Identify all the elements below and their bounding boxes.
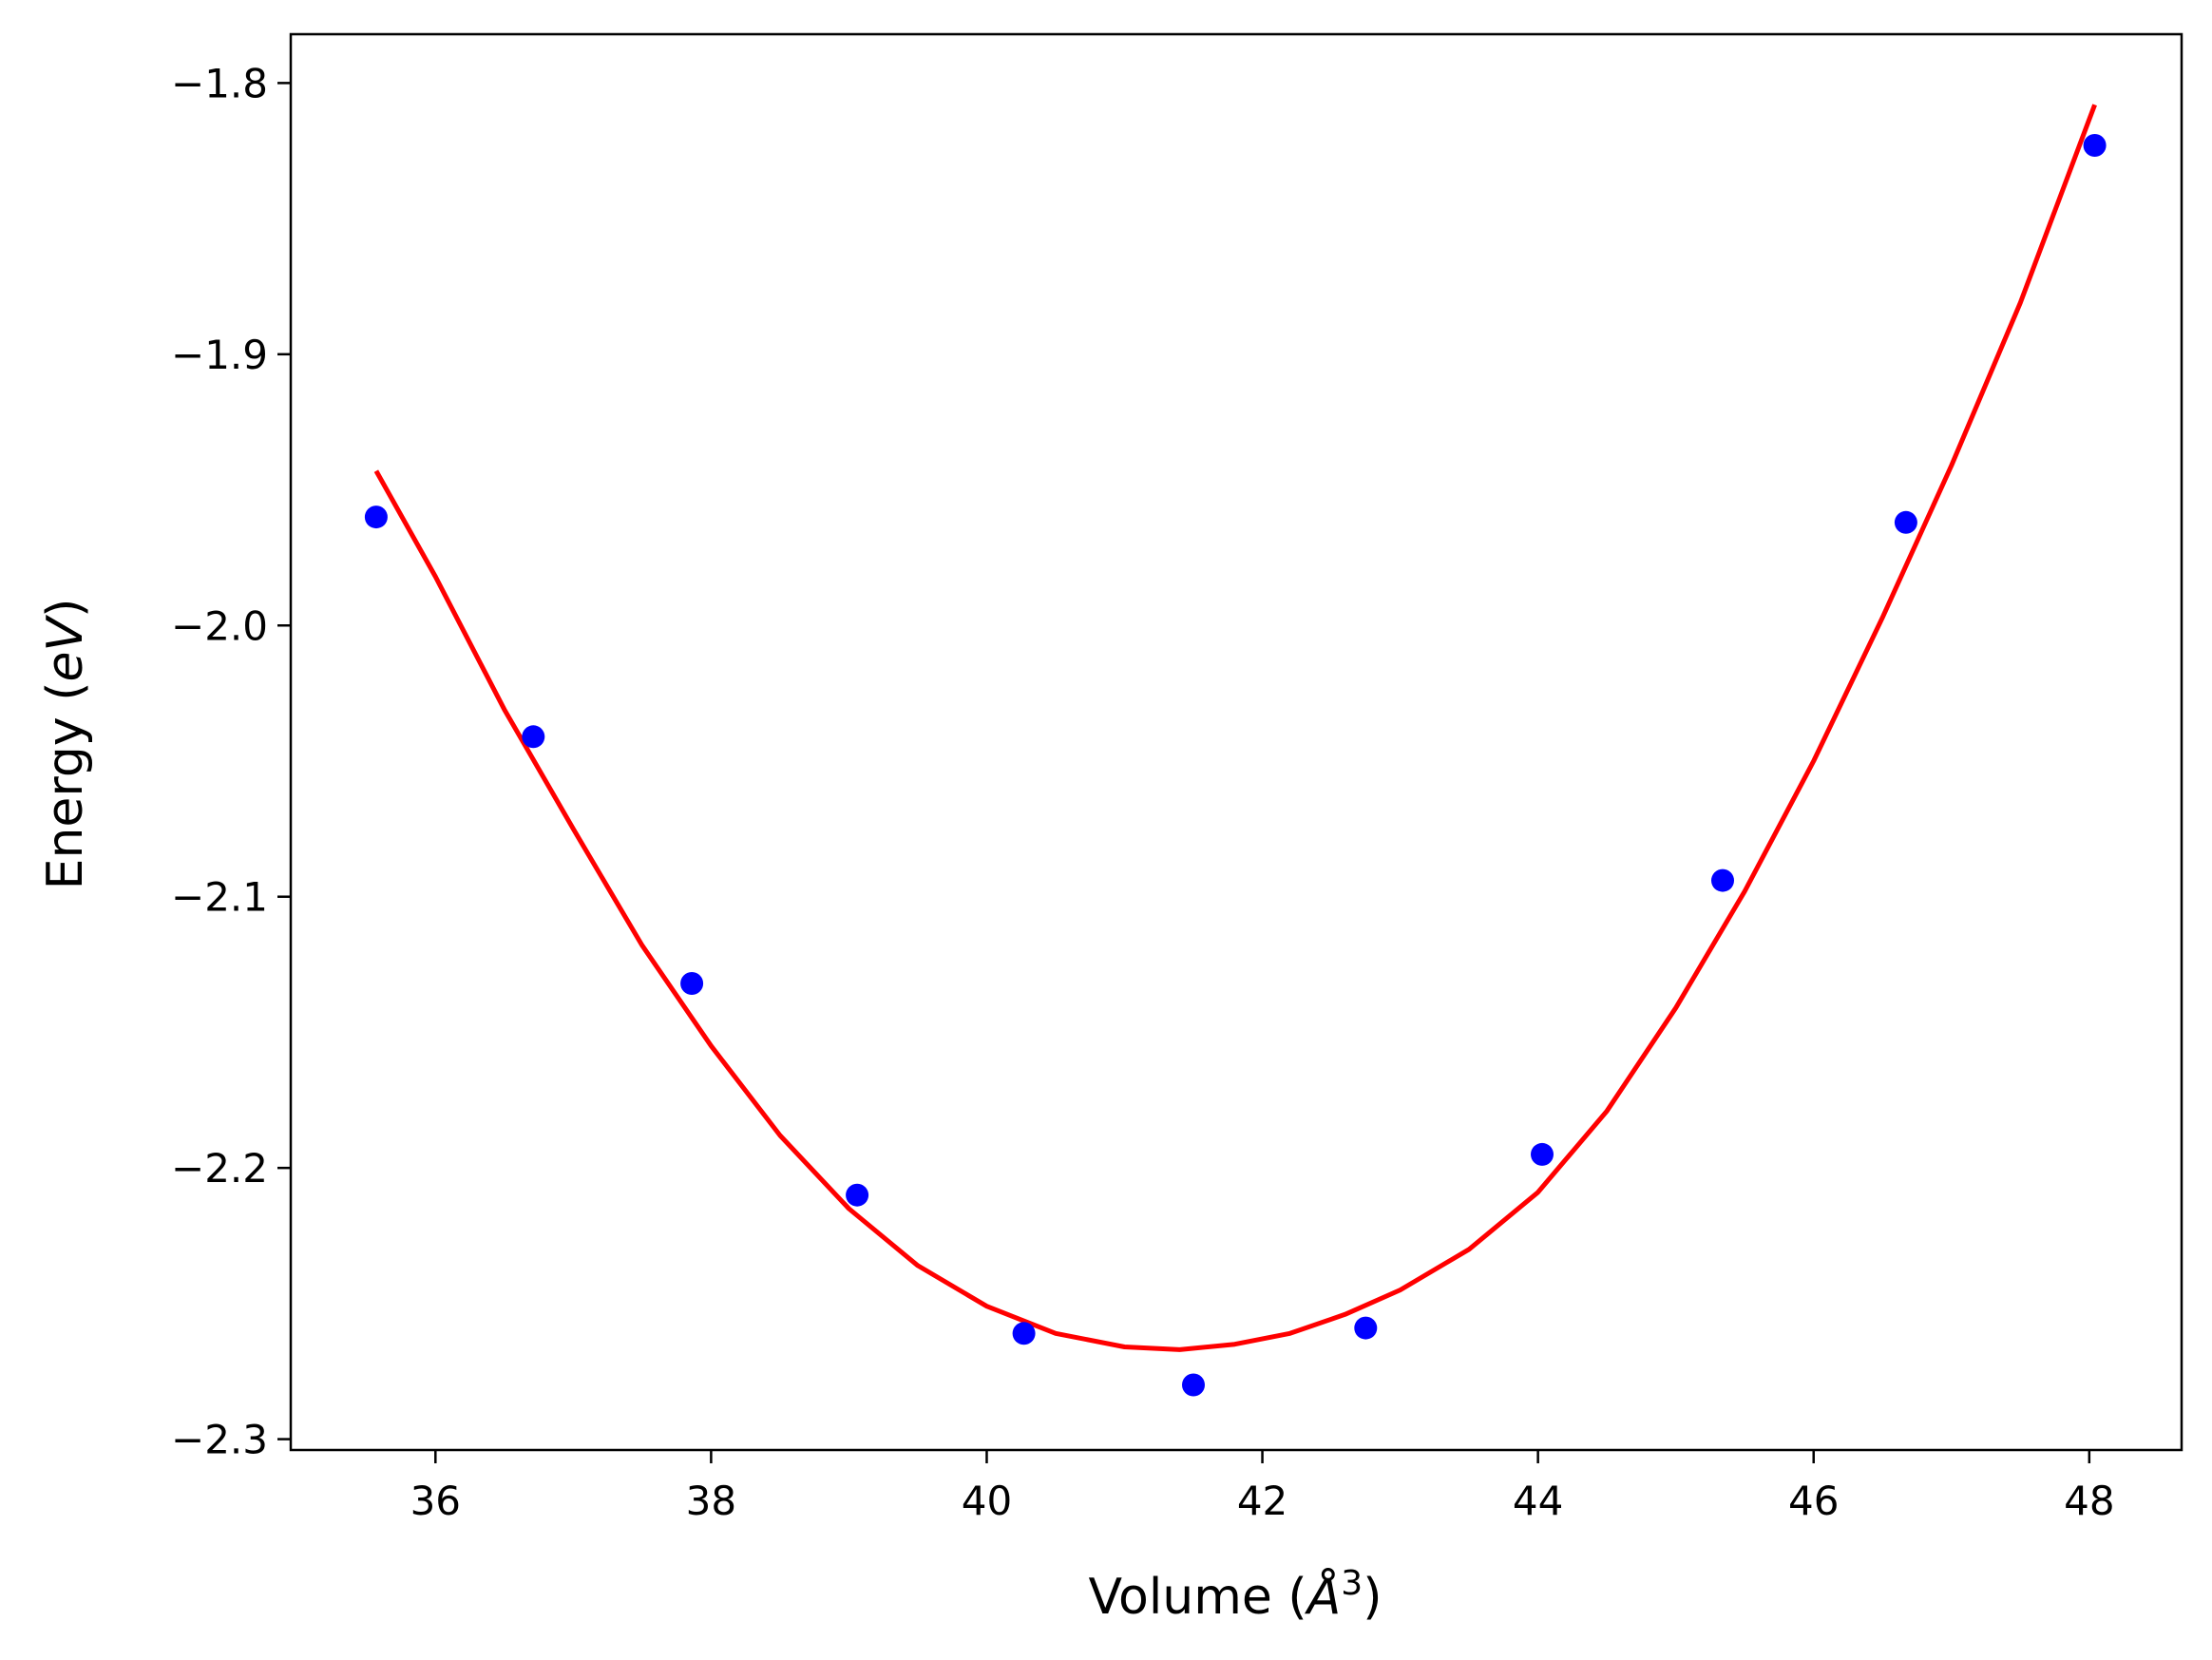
data-point (680, 972, 704, 995)
x-axis-label-prefix: Volume ( (1089, 1569, 1307, 1626)
x-axis-ticks: 36 38 40 42 44 46 48 (410, 1450, 2115, 1524)
y-axis-label-suffix: ) (37, 599, 94, 618)
data-point (2083, 134, 2107, 157)
x-tick-label: 38 (686, 1478, 736, 1524)
data-point (1711, 868, 1734, 892)
x-tick-label: 40 (962, 1478, 1012, 1524)
fit-curve-line (373, 104, 2097, 1352)
y-tick-label: −2.0 (171, 602, 268, 649)
y-tick-label: −2.2 (171, 1145, 268, 1192)
x-tick-label: 48 (2064, 1478, 2114, 1524)
x-axis-label-symbol: Å (1305, 1567, 1342, 1626)
axes-frame (289, 32, 2183, 1452)
data-point (1182, 1373, 1205, 1397)
data-point (1354, 1316, 1378, 1340)
data-points-layer (364, 134, 2107, 1397)
x-tick-label: 36 (410, 1478, 461, 1524)
y-tick-label: −2.3 (171, 1417, 268, 1463)
data-point (1012, 1322, 1036, 1345)
data-point (522, 725, 545, 749)
y-axis-label: Energy (eV) (37, 599, 94, 890)
y-tick-label: −1.8 (171, 60, 268, 106)
y-tick-label: −1.9 (171, 332, 268, 378)
data-point (364, 506, 388, 529)
x-axis-label-suffix: ) (1363, 1569, 1382, 1626)
x-tick-label: 44 (1513, 1478, 1563, 1524)
y-axis-label-prefix: Energy ( (37, 682, 94, 890)
data-point (1894, 510, 1917, 534)
x-axis-label: Volume (Å3) (1089, 1564, 1382, 1626)
x-tick-label: 42 (1237, 1478, 1287, 1524)
y-axis-label-symbol: eV (37, 615, 94, 682)
y-tick-label: −2.1 (171, 874, 268, 921)
data-point (1531, 1142, 1554, 1166)
fit-curve-layer (373, 104, 2097, 1352)
x-tick-label: 46 (1788, 1478, 1839, 1524)
y-axis-ticks: −2.3 −2.2 −2.1 −2.0 −1.9 −1.8 (171, 60, 291, 1463)
data-point (846, 1183, 869, 1207)
x-axis-label-exponent: 3 (1341, 1564, 1363, 1603)
